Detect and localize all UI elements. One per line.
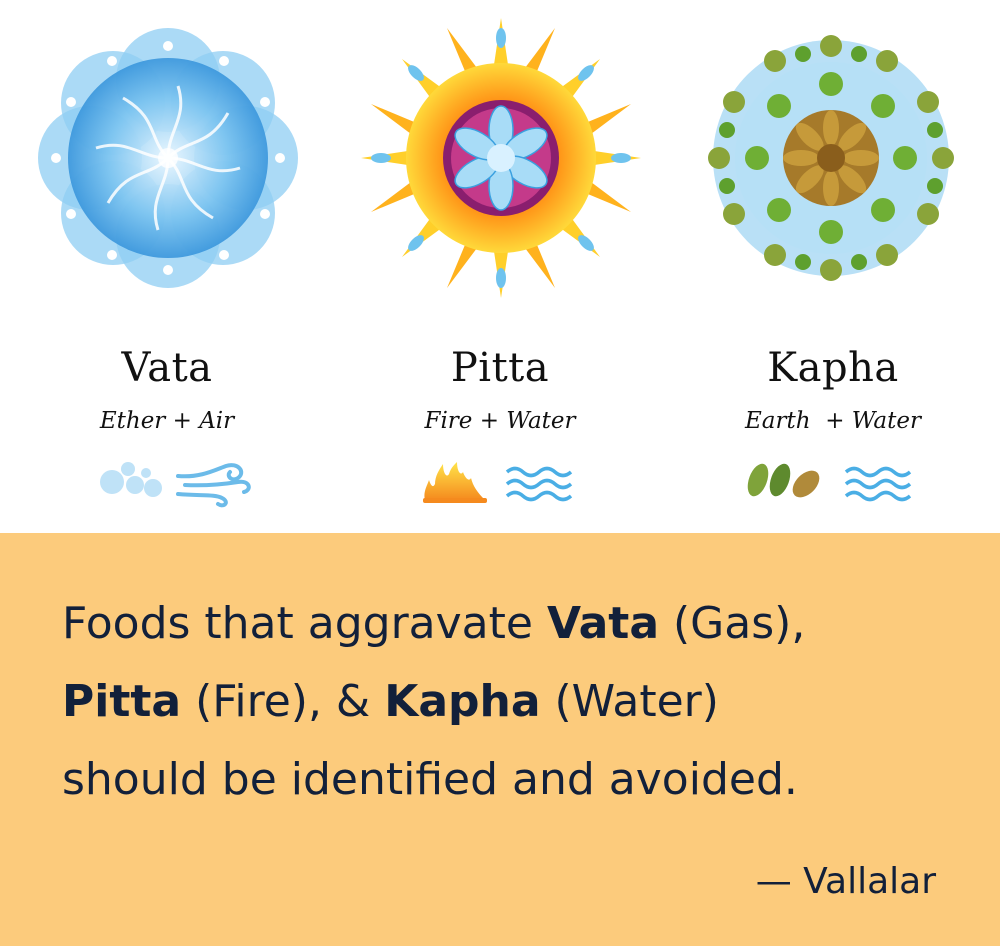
water-waves-icon — [505, 466, 573, 502]
dosha-elements: Earth + Water — [745, 408, 921, 434]
fire-water-mandala-icon — [361, 18, 641, 298]
quote-banner: Foods that aggravate Vata (Gas), Pitta (… — [0, 533, 1000, 946]
dosha-name: Pitta — [450, 345, 550, 391]
quote-text-part: (Water) — [540, 676, 719, 727]
quote-keyword-pitta: Pitta — [62, 676, 182, 727]
quote-text-part: Foods that aggravate — [62, 598, 547, 649]
quote-text: Foods that aggravate Vata (Gas), Pitta (… — [62, 585, 962, 819]
dosha-kapha: Kapha Earth + Water — [666, 0, 1000, 533]
dosha-pitta: Pitta Fire + Water — [333, 0, 667, 533]
quote-attribution: — Vallalar — [755, 861, 936, 902]
quote-keyword-kapha: Kapha — [384, 676, 541, 727]
air-swirl-mandala-icon — [38, 28, 298, 288]
kapha-symbols — [747, 463, 912, 502]
quote-keyword-vata: Vata — [546, 598, 660, 649]
pitta-symbols — [423, 462, 573, 503]
quote-text-part: should be identified and avoided. — [62, 754, 798, 805]
quote-text-part: (Gas), — [659, 598, 806, 649]
dosha-name: Kapha — [767, 345, 899, 391]
earth-leaf-mandala-icon — [708, 35, 954, 281]
earth-leaves-icon — [747, 463, 820, 498]
dosha-elements: Fire + Water — [424, 408, 576, 434]
dosha-vata: Vata Ether + Air — [0, 0, 334, 533]
dosha-panel: Vata Ether + Air — [0, 0, 1000, 533]
air-wind-icon — [176, 463, 251, 508]
vata-symbols — [100, 462, 251, 508]
water-waves-icon — [844, 466, 912, 502]
dosha-name: Vata — [121, 345, 213, 391]
ether-bubbles-icon — [100, 462, 162, 497]
dosha-elements: Ether + Air — [99, 408, 235, 434]
fire-icon — [423, 462, 487, 503]
quote-text-part: (Fire), & — [181, 676, 385, 727]
